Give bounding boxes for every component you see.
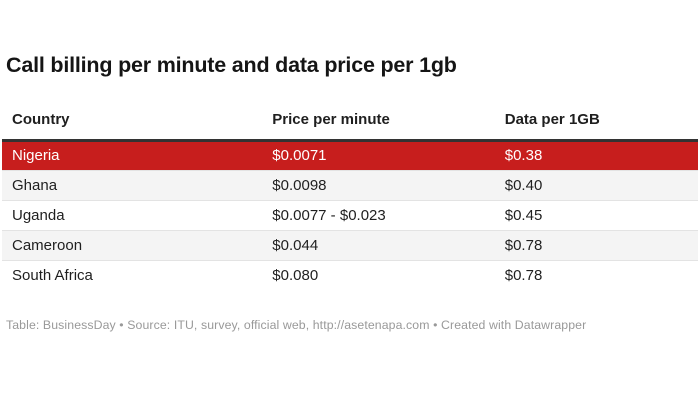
chart-container: Call billing per minute and data price p…	[2, 53, 698, 333]
cell-price-per-minute: $0.044	[272, 236, 319, 254]
data-table: Country Price per minute Data per 1GB Ni…	[2, 104, 698, 291]
cell-data-per-1gb: $0.38	[504, 147, 543, 165]
cell-price-per-minute: $0.080	[272, 267, 319, 285]
cell-price-per-minute: $0.0071	[272, 147, 327, 165]
cell-country: Nigeria	[12, 147, 60, 165]
column-header-country: Country	[2, 104, 263, 142]
table-body: Nigeria $0.0071 $0.38 Ghana $0.0098 $0.4…	[2, 140, 698, 290]
table-row: Nigeria $0.0071 $0.38	[2, 140, 698, 171]
cell-country: Cameroon	[12, 236, 83, 254]
table-row: Uganda $0.0077 - $0.023 $0.45	[2, 200, 698, 231]
table-row: South Africa $0.080 $0.78	[2, 260, 698, 290]
cell-data-per-1gb: $0.78	[504, 236, 543, 254]
attribution-footer: Table: BusinessDay • Source: ITU, survey…	[6, 318, 587, 333]
cell-price-per-minute: $0.0077 - $0.023	[272, 206, 386, 224]
table-header-row: Country Price per minute Data per 1GB	[2, 104, 698, 142]
cell-country: South Africa	[12, 267, 93, 285]
table-header: Country Price per minute Data per 1GB	[2, 104, 698, 142]
cell-country: Ghana	[12, 176, 58, 194]
cell-country: Uganda	[12, 206, 65, 224]
cell-data-per-1gb: $0.45	[504, 206, 543, 224]
cell-data-per-1gb: $0.40	[504, 176, 543, 194]
cell-price-per-minute: $0.0098	[272, 176, 327, 194]
column-header-price-per-minute: Price per minute	[262, 104, 495, 142]
cell-data-per-1gb: $0.78	[504, 267, 543, 285]
table-row: Cameroon $0.044 $0.78	[2, 230, 698, 261]
table-row: Ghana $0.0098 $0.40	[2, 170, 698, 201]
chart-title: Call billing per minute and data price p…	[6, 53, 457, 77]
column-header-data-per-1gb: Data per 1GB	[494, 104, 698, 142]
